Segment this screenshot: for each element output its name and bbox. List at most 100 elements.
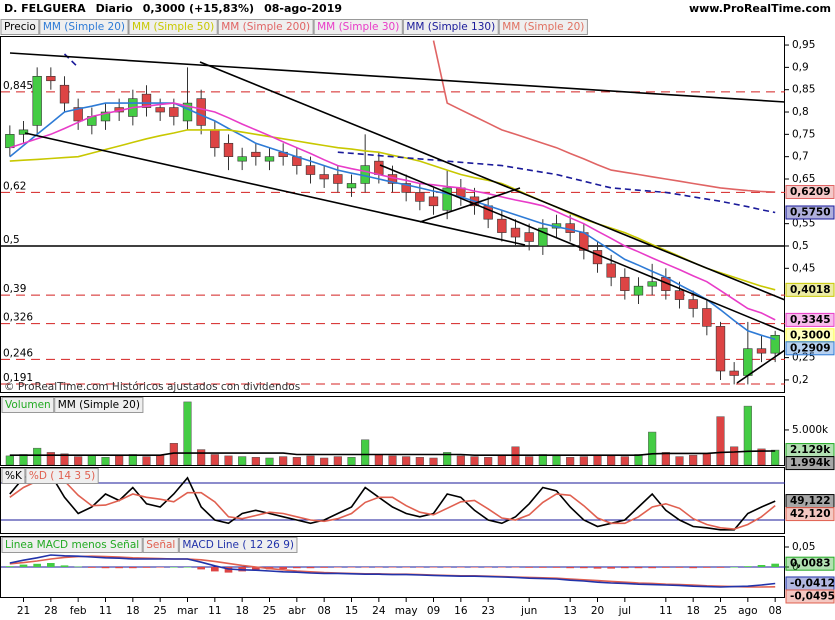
value-label: -0,0495 — [790, 590, 835, 602]
volume-bar — [497, 454, 506, 465]
x-tick-label: 21 — [17, 605, 30, 617]
volume-bar — [730, 446, 739, 465]
histogram-bar — [771, 563, 779, 567]
histogram-bar — [115, 567, 123, 569]
legend-label: %D ( 14 3 5) — [29, 470, 95, 482]
x-tick-label: 11 — [659, 605, 672, 617]
legend-label: Linea MACD menos Señal — [5, 539, 139, 551]
candle-body — [73, 107, 83, 122]
histogram-bar — [457, 567, 465, 568]
histogram-bar — [662, 567, 670, 568]
legend-label: Volumen — [5, 399, 51, 411]
legend-box — [39, 19, 129, 35]
volume-bar — [306, 455, 315, 465]
value-label: 0,0083 — [790, 558, 831, 570]
legend-box — [1, 537, 143, 553]
volume-bar — [620, 456, 629, 465]
histogram-bar — [648, 567, 656, 569]
candle-body — [647, 281, 657, 287]
candle-body — [32, 75, 42, 126]
volume-bar — [552, 455, 561, 465]
panel-plot — [5, 401, 780, 465]
volume-bar — [320, 457, 329, 465]
x-tick-label: 08 — [317, 605, 330, 617]
volume-bar — [292, 457, 301, 465]
header-title: D. FELGUERA — [4, 2, 86, 15]
legend-box — [498, 19, 588, 35]
y-tick-label: 0 — [792, 561, 799, 573]
value-label-box — [785, 556, 835, 571]
value-label-box — [785, 341, 835, 356]
volume-bar — [689, 454, 698, 465]
x-tick-label: 23 — [481, 605, 494, 617]
value-label: 49,122 — [790, 495, 831, 507]
histogram-bar — [402, 567, 410, 568]
level-label: 0,326 — [3, 312, 33, 324]
volume-bar — [538, 454, 547, 465]
legend-label: MM (Simple 50) — [132, 21, 214, 33]
value-label: 0,6209 — [790, 186, 831, 198]
volume-bar — [74, 456, 83, 465]
y-tick-label: 0,5 — [792, 240, 809, 252]
volume-bar — [525, 456, 534, 465]
value-label: 42,120 — [790, 508, 831, 520]
volume-bar — [675, 456, 684, 465]
histogram-bar — [334, 567, 342, 568]
histogram-bar — [170, 567, 178, 568]
histogram-bar — [6, 566, 14, 567]
histogram-bar — [197, 567, 205, 570]
histogram-bar — [47, 563, 55, 567]
candle-body — [524, 232, 534, 242]
x-tick-label: 18 — [126, 605, 139, 617]
legend-label: MACD Line ( 12 26 9) — [182, 539, 294, 551]
trend-line — [24, 132, 526, 246]
x-tick-label: 09 — [427, 605, 440, 617]
trend-lines — [9, 52, 785, 384]
volume-bar — [142, 456, 151, 465]
histogram-bar — [552, 567, 561, 568]
volume-bar — [19, 454, 28, 465]
histogram-bar — [621, 567, 629, 569]
y-tick-label: 0,05 — [792, 541, 815, 553]
volume-bar — [87, 454, 96, 465]
volume-bar — [429, 457, 438, 465]
legend-box — [25, 468, 99, 484]
histogram-bar — [361, 567, 369, 568]
histogram-bar — [634, 567, 643, 569]
level-label: 0,62 — [3, 180, 26, 192]
value-label-box — [785, 312, 835, 327]
x-tick-label: 15 — [345, 605, 358, 617]
value-label-box — [785, 589, 835, 604]
candle-body — [346, 183, 357, 189]
histogram-bar — [19, 564, 28, 567]
histogram-bar — [306, 567, 315, 569]
candle-body — [155, 107, 165, 113]
value-label-box — [785, 282, 835, 297]
candle-body — [497, 218, 507, 233]
candle-body — [237, 156, 247, 162]
volume-bar — [197, 449, 206, 465]
x-tick-label: feb — [70, 605, 87, 617]
volume-bar — [443, 452, 452, 465]
candle-body — [633, 285, 644, 296]
volume-bar — [33, 447, 42, 465]
level-label: 0,39 — [3, 283, 26, 295]
panel-plot — [1, 40, 785, 385]
candle-body — [510, 227, 521, 238]
histogram-bar — [511, 567, 520, 568]
level-label: 0,246 — [3, 347, 33, 359]
histogram-bar — [757, 565, 766, 567]
histogram-bar — [279, 567, 287, 569]
candle-body — [305, 165, 316, 175]
series-line — [9, 102, 776, 321]
x-tick-label: 25 — [263, 605, 276, 617]
candle-body — [196, 98, 206, 126]
histogram-bar — [142, 567, 151, 568]
histogram-bar — [375, 567, 383, 568]
histogram-bar — [730, 567, 738, 568]
x-tick-label: mar — [177, 605, 199, 617]
plot-layers — [1, 40, 785, 588]
histogram-bar — [293, 567, 301, 569]
histogram-bar — [347, 567, 356, 568]
